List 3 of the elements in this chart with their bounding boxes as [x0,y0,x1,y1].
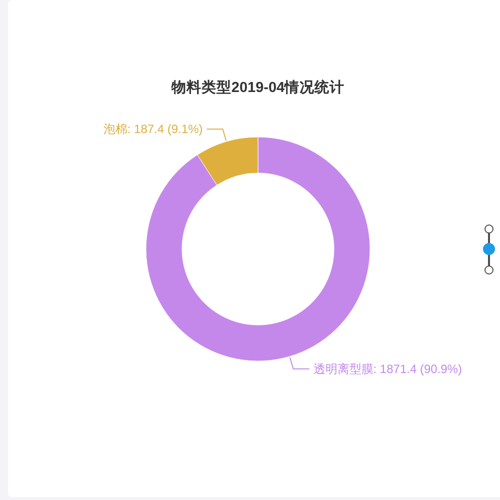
slice-label: 透明离型膜: 1871.4 (90.9%) [313,362,462,376]
slice-label: 泡棉: 187.4 (9.1%) [103,122,203,136]
chart-title: 物料类型2019-04情况统计 [170,79,345,96]
